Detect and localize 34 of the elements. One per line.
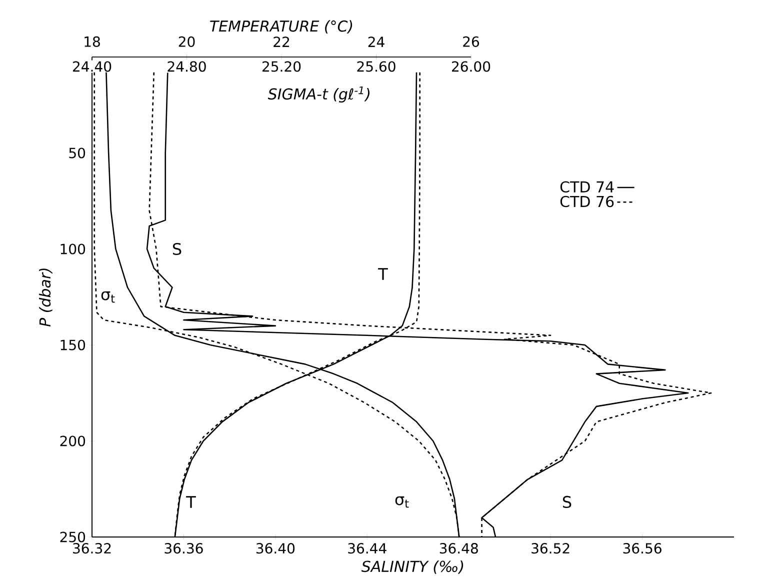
x-tick-label: 36.44 [348,543,386,554]
x-tick-label: 24.40 [72,61,112,72]
annotation: σ$_{t}$ [395,496,409,508]
x2-tick-label: 24 [368,36,384,47]
x-axis-title: SALINITY (‰) [361,560,464,574]
x-tick-label: 36.40 [256,543,295,554]
x2-tick-label: 18 [84,36,100,47]
x2-tick-label: 20 [178,36,195,47]
x-tick-label: 36.48 [440,543,478,554]
x2-tick-label: 22 [274,36,290,47]
x-axis-title: SIGMA-t (gℓ$^{-1}$) [268,86,370,103]
x-tick-label: 24.80 [168,61,206,72]
x2-axis-title: TEMPERATURE (°C) [210,20,352,34]
x-tick-label: 36.52 [532,543,570,554]
x-tick-label: 25.20 [262,61,301,72]
x-tick-label: 36.32 [73,543,111,554]
y-tick-label: 50 [69,148,86,158]
y-tick-label: 100 [60,244,86,254]
annotation: T [186,496,196,508]
y-tick-label: 200 [60,436,86,446]
x2-tick-label: 26 [463,36,480,47]
annotation: S [562,496,572,508]
x-tick-label: 26.00 [452,61,490,72]
x-tick-label: 36.56 [623,543,662,554]
y-axis-title: P (dbar) [39,268,52,327]
x-tick-label: 36.36 [164,543,203,554]
y-tick-label: 250 [60,532,86,542]
y-tick-label: 150 [60,340,86,350]
x-tick-label: 25.60 [357,61,396,72]
legend-label: CTD 74 [560,181,614,193]
annotation: T [378,268,388,280]
annotation: S [172,242,182,256]
legend-label: CTD 76 [560,196,614,208]
annotation: σ$_{t}$ [101,291,115,303]
